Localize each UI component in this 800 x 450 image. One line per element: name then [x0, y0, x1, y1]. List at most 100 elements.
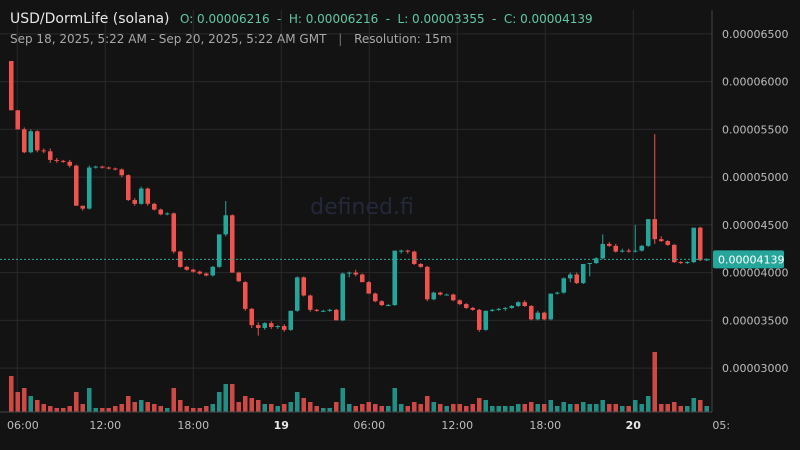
- candle: [678, 261, 684, 264]
- candle-body: [158, 209, 164, 215]
- candle-body: [132, 200, 138, 204]
- candle: [119, 168, 125, 178]
- candle: [522, 300, 528, 307]
- volume-bar: [541, 404, 547, 412]
- candle-body: [281, 326, 287, 330]
- candle-body: [54, 159, 60, 161]
- volume-bar: [509, 406, 515, 412]
- candle-body: [28, 131, 34, 153]
- candle: [606, 242, 612, 247]
- candle-body: [691, 227, 697, 263]
- candle: [86, 165, 92, 210]
- candle: [697, 226, 703, 262]
- candle-body: [528, 306, 534, 320]
- candle-body: [151, 203, 157, 210]
- candle-body: [184, 266, 190, 270]
- volume-bar: [535, 404, 541, 412]
- volume-bar: [223, 384, 229, 412]
- candle: [99, 165, 105, 169]
- candle-body: [164, 213, 170, 215]
- volume-bar: [385, 406, 391, 412]
- candle: [314, 308, 320, 312]
- candle-body: [671, 244, 677, 263]
- candle: [93, 165, 99, 169]
- candle: [80, 205, 86, 211]
- volume-bar: [288, 402, 294, 412]
- volume-bar: [632, 400, 638, 412]
- candle: [333, 308, 339, 321]
- volume-bar: [210, 404, 216, 412]
- candle-body: [242, 282, 248, 309]
- candle: [457, 299, 463, 306]
- candle: [424, 265, 430, 302]
- candle-body: [320, 310, 326, 312]
- candle-body: [366, 282, 372, 294]
- time-tick-label: 20: [626, 419, 642, 432]
- volume-bar: [8, 376, 14, 412]
- candle: [619, 248, 625, 253]
- time-axis[interactable]: 06:00 12:00 18:00 19 06:00 12:00 18:00 20 05:: [7, 419, 730, 432]
- candle: [379, 300, 385, 307]
- volume-bar: [138, 400, 144, 412]
- candle: [496, 307, 502, 311]
- candle-body: [353, 272, 359, 275]
- volume-bar: [73, 392, 79, 412]
- candle: [444, 293, 450, 296]
- candle: [359, 273, 365, 283]
- candle: [502, 306, 508, 311]
- candle: [132, 198, 138, 206]
- time-tick-label: 05:: [712, 419, 730, 432]
- candle-body: [125, 175, 131, 201]
- price-axis[interactable]: 0.00006500 0.00006000 0.00005500 0.00005000…: [722, 28, 788, 375]
- ohlc-open: O: 0.00006216: [179, 12, 270, 26]
- volume-bar: [145, 402, 151, 412]
- candle: [372, 292, 378, 303]
- volume-bar: [463, 406, 469, 412]
- candle: [554, 291, 560, 295]
- volume-bar: [15, 392, 21, 412]
- chart-header: USD/DormLife (solana) O: 0.00006216 - H:…: [10, 10, 593, 46]
- price-tick-label: 0.00006500: [722, 28, 788, 41]
- volume-bar: [593, 404, 599, 412]
- candle-body: [112, 168, 118, 170]
- date-range: Sep 18, 2025, 5:22 AM - Sep 20, 2025, 5:…: [10, 32, 327, 46]
- volume-bar: [307, 402, 313, 412]
- candle-body: [385, 305, 391, 307]
- pair-title[interactable]: USD/DormLife (solana): [10, 11, 170, 27]
- resolution-label[interactable]: Resolution: 15m: [354, 32, 452, 46]
- candle: [587, 263, 593, 277]
- candle-body: [697, 227, 703, 261]
- candle: [242, 281, 248, 311]
- volume-bar: [184, 406, 190, 412]
- ohlc-high: H: 0.00006216: [288, 12, 379, 26]
- candle: [138, 186, 144, 205]
- time-tick-label: 18:00: [529, 419, 561, 432]
- volume-bar: [392, 388, 398, 412]
- volume-bar: [522, 404, 528, 412]
- candle-body: [21, 129, 27, 153]
- candle-body: [86, 167, 92, 209]
- volume-bar: [697, 400, 703, 412]
- time-tick-label: 18:00: [177, 419, 209, 432]
- volume-bar: [444, 406, 450, 412]
- candle-body: [288, 310, 294, 330]
- candle: [704, 258, 710, 262]
- candle-body: [424, 266, 430, 300]
- candle: [671, 243, 677, 264]
- candle: [216, 234, 222, 268]
- candle: [418, 263, 424, 268]
- candle: [125, 174, 131, 201]
- ohlc-separator: -: [492, 12, 497, 26]
- candle-body: [444, 294, 450, 296]
- candle: [164, 212, 170, 216]
- volume-bar: [86, 388, 92, 412]
- candle-body: [658, 239, 664, 242]
- volume-bar: [476, 398, 482, 412]
- volume-bar: [268, 404, 274, 412]
- volume-bar: [80, 404, 86, 412]
- candle-body: [522, 302, 528, 307]
- candle: [158, 208, 164, 216]
- candle-body: [457, 300, 463, 305]
- ohlc-low: L: 0.00003355: [397, 12, 485, 26]
